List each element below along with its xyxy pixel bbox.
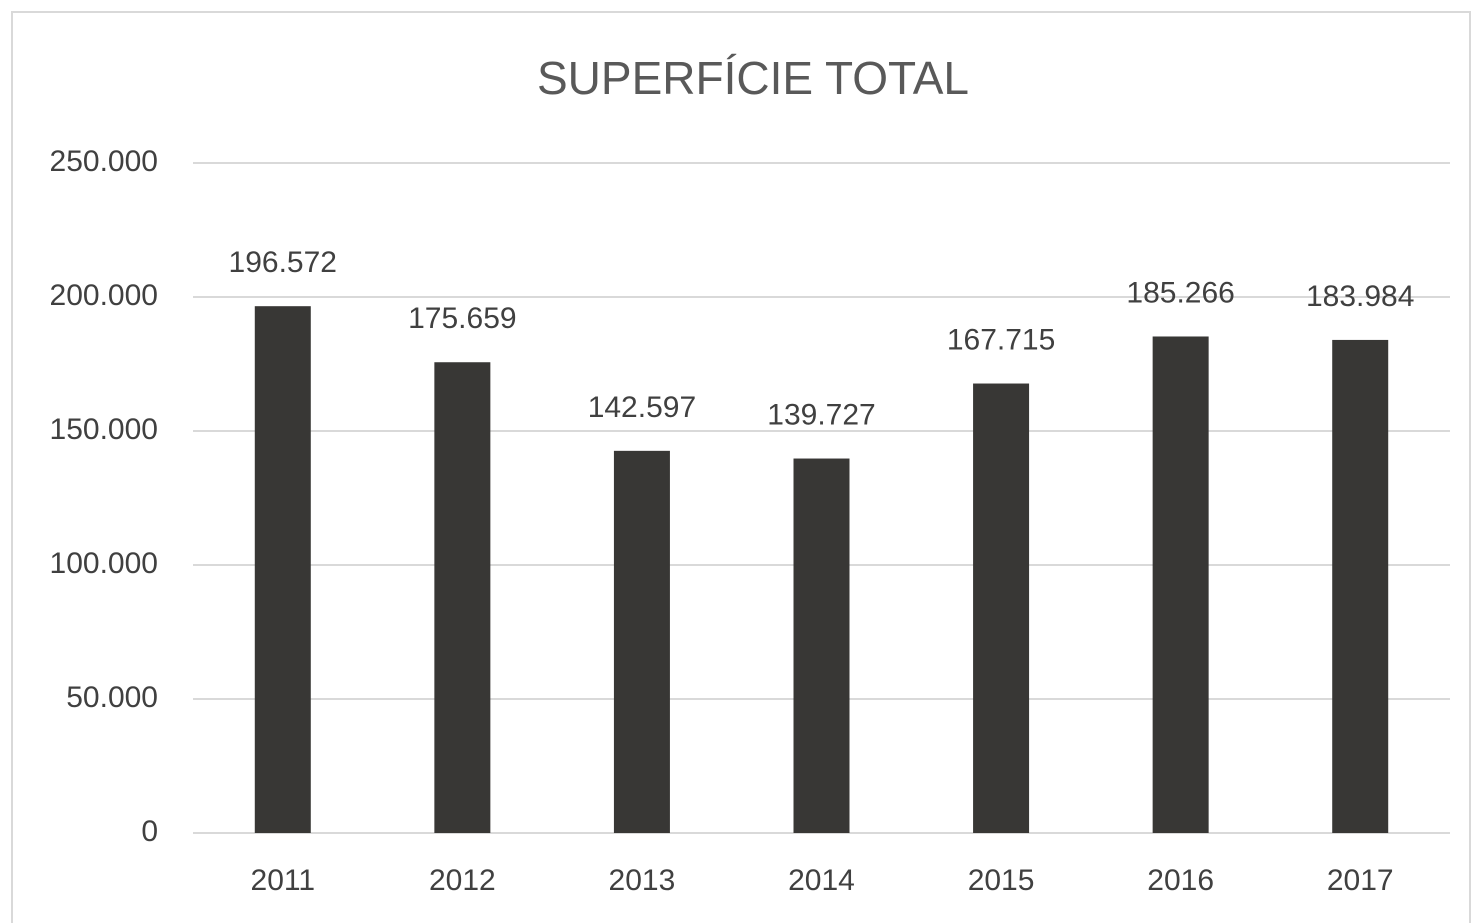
y-tick-label: 100.000 [50,547,158,580]
y-tick-label: 0 [141,815,158,848]
data-label: 196.572 [229,246,337,279]
bar [434,362,491,833]
y-tick-label: 200.000 [50,279,158,312]
data-label: 139.727 [767,398,875,431]
chart-title: SUPERFÍCIE TOTAL [537,52,969,104]
data-label: 183.984 [1306,280,1414,313]
data-label: 185.266 [1126,276,1234,309]
bar [1332,339,1389,833]
x-tick-label: 2012 [429,864,496,897]
bar [613,450,670,833]
data-label: 167.715 [947,323,1055,356]
bar [973,383,1030,833]
y-tick-label: 250.000 [50,145,158,178]
x-tick-label: 2013 [609,864,676,897]
y-tick-label: 150.000 [50,413,158,446]
chart-border [11,11,1471,923]
x-tick-label: 2015 [968,864,1035,897]
bar [1152,336,1209,833]
data-label: 175.659 [408,302,516,335]
x-tick-label: 2017 [1327,864,1394,897]
bar [254,306,311,834]
bar [793,458,850,833]
x-tick-label: 2014 [788,864,855,897]
data-label: 142.597 [588,391,696,424]
x-tick-label: 2016 [1147,864,1214,897]
x-tick-label: 2011 [251,864,316,897]
y-tick-label: 50.000 [66,681,158,714]
